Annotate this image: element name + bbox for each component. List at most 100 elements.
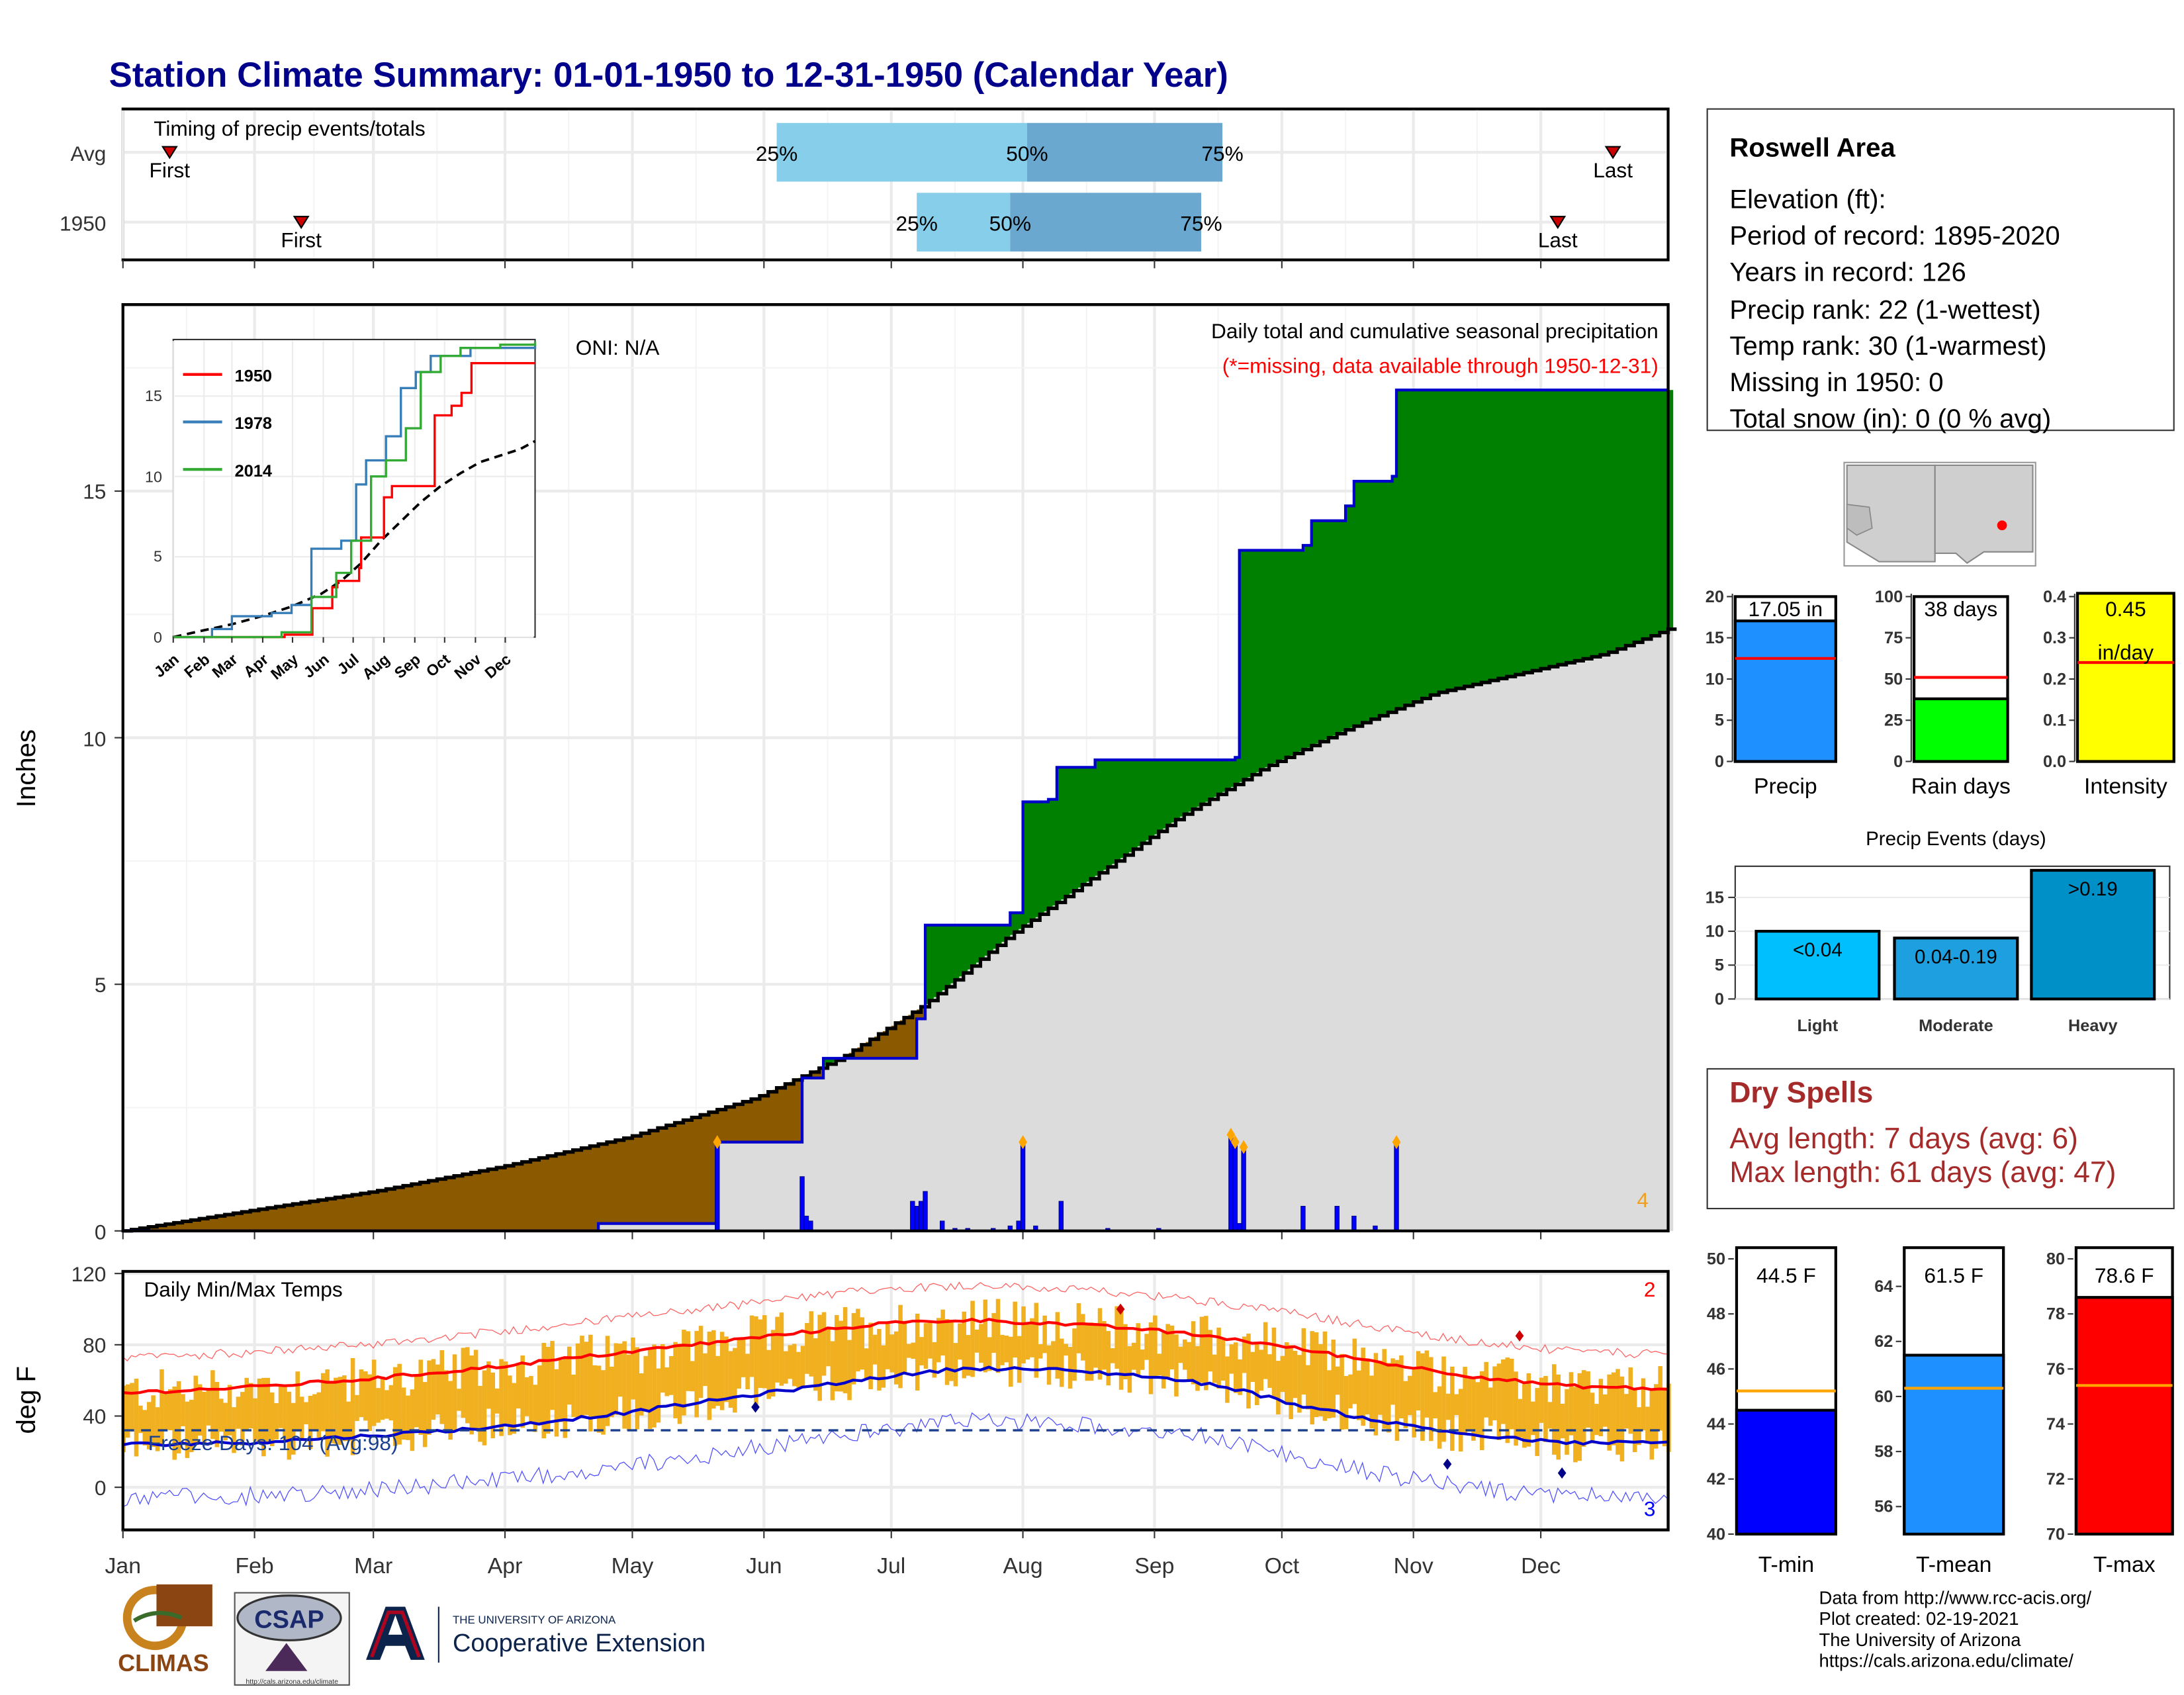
temp-summary-ytick-label: 44	[1707, 1415, 1725, 1434]
precip-deficit-segment	[360, 1193, 366, 1231]
temp-summary-value: 78.6 F	[2095, 1263, 2154, 1287]
precip-baseline-segment	[1256, 772, 1262, 1231]
summary-ytick-label: 0	[1715, 753, 1724, 771]
daily-precip-bar	[1228, 1134, 1234, 1232]
events-title: Precip Events (days)	[1866, 828, 2046, 850]
precip-surplus-segment	[942, 925, 948, 991]
precip-baseline-segment	[1502, 677, 1508, 1231]
precip-deficit-segment	[891, 1025, 897, 1058]
precip-surplus-segment	[827, 1058, 833, 1064]
daily-temp-bar	[1467, 1379, 1472, 1432]
precip-baseline-segment	[1655, 634, 1661, 1231]
daily-temp-bar	[334, 1377, 338, 1444]
daily-temp-bar	[741, 1339, 746, 1377]
precip-surplus-segment	[1019, 913, 1024, 929]
daily-temp-bar	[962, 1311, 966, 1379]
daily-temp-bar	[596, 1365, 602, 1433]
daily-temp-bar	[1479, 1371, 1484, 1450]
precip-surplus-segment	[938, 925, 943, 994]
record-low-count: 3	[1644, 1496, 1656, 1520]
precip-deficit-segment	[169, 1223, 175, 1231]
daily-temp-bar	[1390, 1358, 1395, 1405]
precip-deficit-segment	[887, 1028, 893, 1058]
precip-surplus-segment	[1430, 390, 1436, 696]
precip-deficit-segment	[539, 1158, 545, 1231]
daily-temp-bar	[698, 1326, 704, 1398]
precip-baseline-segment	[1197, 806, 1203, 1231]
precip-baseline-segment	[1524, 672, 1529, 1231]
precip-surplus-segment	[1527, 390, 1533, 672]
precip-surplus-segment	[1095, 760, 1101, 876]
inset-series-2014	[173, 341, 537, 639]
daily-temp-bar	[227, 1385, 232, 1436]
daily-temp-bar	[1653, 1384, 1659, 1449]
precip-baseline-segment	[1511, 675, 1516, 1231]
precip-surplus-segment	[1298, 550, 1304, 752]
daily-temp-bar	[758, 1319, 763, 1389]
temp-summary-ytick-label: 56	[1874, 1498, 1893, 1516]
precip-deficit-segment	[899, 1020, 905, 1058]
precip-baseline-segment	[602, 1223, 608, 1231]
station-info-box	[1706, 108, 2175, 432]
oni-label: ONI: N/A	[576, 336, 660, 359]
precip-deficit-segment	[657, 1128, 663, 1224]
daily-temp-bar	[1046, 1345, 1052, 1385]
temp-xtick-label: Oct	[1265, 1553, 1300, 1579]
precip-baseline-segment	[1617, 649, 1623, 1231]
precip-baseline-segment	[1251, 774, 1257, 1231]
precip-baseline-segment	[933, 997, 939, 1231]
daily-temp-bar	[872, 1334, 878, 1365]
daily-temp-bar	[218, 1398, 224, 1432]
daily-temp-bar	[1127, 1346, 1132, 1393]
daily-temp-bar	[172, 1386, 177, 1460]
daily-temp-bar	[414, 1374, 419, 1428]
daily-temp-bar	[631, 1337, 635, 1400]
precip-surplus-segment	[1349, 506, 1355, 728]
daily-precip-bar	[1300, 1206, 1306, 1232]
daily-temp-bar	[197, 1384, 203, 1436]
daily-temp-bar	[261, 1377, 266, 1457]
precip-baseline-segment	[1163, 828, 1168, 1231]
timing-row-1950-label: 1950	[60, 211, 106, 235]
precip-baseline-segment	[1587, 657, 1593, 1231]
precip-surplus-segment	[1409, 390, 1414, 704]
precip-surplus-segment	[1379, 481, 1385, 716]
daily-temp-bar	[898, 1305, 903, 1389]
daily-temp-bar	[508, 1375, 512, 1436]
precip-baseline-segment	[645, 1223, 651, 1231]
daily-temp-bar	[635, 1347, 640, 1430]
precip-surplus-segment	[1048, 799, 1054, 909]
precip-deficit-segment	[246, 1211, 251, 1231]
timing-bar-50-75	[1026, 122, 1223, 182]
precip-deficit-segment	[518, 1162, 523, 1231]
daily-precip-bar	[923, 1191, 928, 1232]
daily-temp-bar	[210, 1370, 215, 1440]
precip-surplus-segment	[972, 925, 978, 966]
precip-surplus-segment	[1570, 390, 1576, 662]
daily-temp-bar	[151, 1395, 156, 1447]
summary-value-text-2: in/day	[2098, 640, 2154, 664]
daily-temp-bar	[1225, 1356, 1230, 1403]
daily-temp-bar	[694, 1330, 699, 1418]
university-arizona-logo: THE UNIVERSITY OF ARIZONA Cooperative Ex…	[366, 1606, 705, 1663]
precip-deficit-segment	[500, 1166, 506, 1231]
daily-temp-bar	[673, 1342, 678, 1418]
precip-baseline-segment	[1056, 902, 1062, 1231]
daily-temp-bar	[813, 1338, 818, 1391]
daily-temp-bar	[1318, 1344, 1323, 1416]
precip-deficit-segment	[271, 1207, 277, 1231]
precip-surplus-segment	[968, 925, 973, 970]
precip-surplus-segment	[1256, 550, 1262, 772]
daily-temp-bar	[809, 1311, 814, 1377]
precip-deficit-segment	[708, 1112, 714, 1224]
precip-deficit-segment	[810, 1072, 816, 1078]
precip-surplus-segment	[1400, 390, 1406, 708]
daily-temp-bar	[762, 1315, 767, 1389]
daily-temp-bar	[176, 1381, 181, 1453]
daily-temp-bar	[1492, 1366, 1497, 1420]
credit-university: The University of Arizona	[1819, 1629, 2022, 1650]
timing-bars: 25% 50% 75% First Last 25% 50% 75% First Last	[150, 122, 1633, 252]
temp-xtick-label: Dec	[1521, 1553, 1561, 1579]
precip-surplus-segment	[1035, 802, 1041, 917]
precip-baseline-segment	[1566, 663, 1572, 1231]
